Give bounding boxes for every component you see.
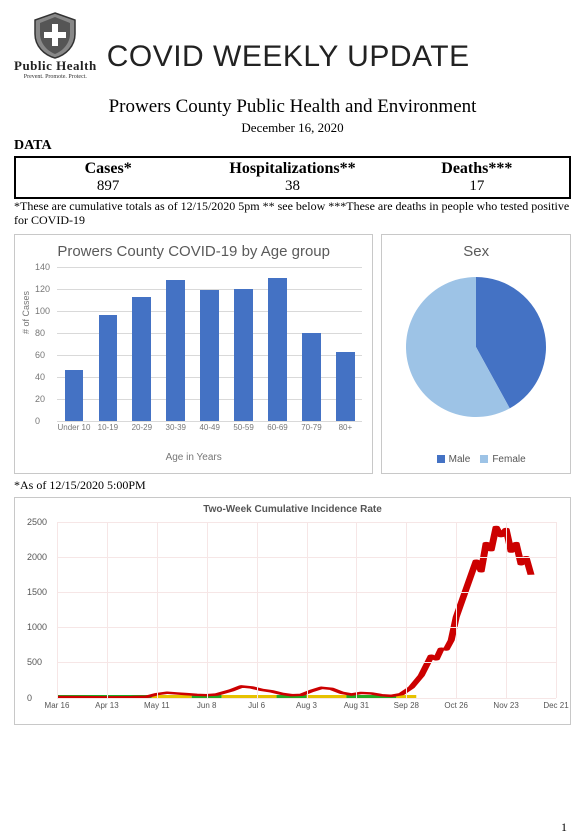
bar-ytick-label: 20: [35, 394, 45, 404]
bar-xtick-label: 60-69: [261, 424, 295, 432]
line-gridline-v: [406, 522, 407, 698]
line-xtick-label: May 11: [144, 701, 170, 710]
bar: [302, 333, 321, 421]
line-gridline-v: [556, 522, 557, 698]
bar-xtick-label: 20-29: [125, 424, 159, 432]
charts-row: Prowers County COVID-19 by Age group # o…: [14, 234, 571, 474]
line-ytick-label: 500: [27, 657, 42, 667]
bar-xtick-label: 70-79: [294, 424, 328, 432]
bar: [99, 315, 118, 421]
bar: [234, 289, 253, 421]
line-gridline-v: [257, 522, 258, 698]
bar: [268, 278, 287, 421]
bar-gridline: [57, 267, 362, 268]
metric-deaths: Deaths*** 17: [385, 158, 569, 197]
line-ytick-label: 1000: [27, 622, 47, 632]
line-gridline-v: [456, 522, 457, 698]
bar: [200, 290, 219, 421]
asof-text: *As of 12/15/2020 5:00PM: [14, 478, 571, 493]
metric-deaths-label: Deaths***: [385, 160, 569, 178]
line-xtick-label: Apr 13: [95, 701, 119, 710]
bar-chart-y-axis-title: # of Cases: [21, 291, 31, 334]
line-gridline-v: [506, 522, 507, 698]
line-gridline-v: [356, 522, 357, 698]
line-gridline-v: [107, 522, 108, 698]
legend-swatch: [480, 455, 488, 463]
line-ytick-label: 0: [27, 693, 32, 703]
bar: [65, 370, 84, 421]
pie-chart: Sex Male Female: [381, 234, 571, 474]
pie-svg: [401, 272, 551, 422]
bar-ytick-label: 140: [35, 262, 50, 272]
bar-chart-title: Prowers County COVID-19 by Age group: [15, 243, 372, 260]
bar-ytick-label: 100: [35, 306, 50, 316]
pie-legend: Male Female: [382, 454, 570, 465]
report-date: December 16, 2020: [14, 120, 571, 136]
metric-hosp: Hospitalizations** 38: [200, 158, 384, 197]
logo-text-main: Public Health: [14, 58, 97, 74]
metric-hosp-value: 38: [200, 178, 384, 195]
bar-xtick-label: 10-19: [91, 424, 125, 432]
metrics-footnote: *These are cumulative totals as of 12/15…: [14, 200, 571, 228]
shield-icon: [30, 10, 80, 60]
main-title: COVID WEEKLY UPDATE: [107, 40, 470, 74]
line-ytick-label: 2000: [27, 552, 47, 562]
legend-swatch: [437, 455, 445, 463]
metric-cases-value: 897: [16, 178, 200, 195]
bar-ytick-label: 0: [35, 416, 40, 426]
line-xtick-label: Jun 8: [197, 701, 217, 710]
line-ytick-label: 2500: [27, 517, 47, 527]
logo-block: Public Health Prevent. Promote. Protect.: [14, 10, 97, 80]
bar: [132, 297, 151, 420]
line-xtick-label: Dec 21: [543, 701, 568, 710]
line-xtick-label: Oct 26: [444, 701, 468, 710]
bar-xtick-label: 80+: [328, 424, 362, 432]
line-xtick-label: Jul 6: [248, 701, 265, 710]
bar-xtick-label: 50-59: [227, 424, 261, 432]
metric-cases: Cases* 897: [16, 158, 200, 197]
metric-deaths-value: 17: [385, 178, 569, 195]
line-xtick-label: Sep 28: [394, 701, 419, 710]
metric-cases-label: Cases*: [16, 160, 200, 178]
metric-hosp-label: Hospitalizations**: [200, 160, 384, 178]
line-gridline-v: [307, 522, 308, 698]
metrics-table: Cases* 897 Hospitalizations** 38 Deaths*…: [14, 156, 571, 199]
bar-xtick-label: 40-49: [193, 424, 227, 432]
line-ytick-label: 1500: [27, 587, 47, 597]
line-plot-area: 05001000150020002500Mar 16Apr 13May 11Ju…: [57, 522, 556, 698]
line-gridline-v: [57, 522, 58, 698]
data-section-label: DATA: [14, 138, 571, 154]
bar: [166, 280, 185, 421]
line-chart: Two-Week Cumulative Incidence Rate 05001…: [14, 497, 571, 725]
header: Public Health Prevent. Promote. Protect.…: [14, 10, 571, 80]
line-xtick-label: Mar 16: [45, 701, 70, 710]
line-xtick-label: Aug 3: [296, 701, 317, 710]
bar-ytick-label: 120: [35, 284, 50, 294]
pie-chart-title: Sex: [382, 243, 570, 260]
line-red-series: [57, 527, 531, 697]
bar-ytick-label: 60: [35, 350, 45, 360]
line-gridline-v: [207, 522, 208, 698]
line-gridline-v: [157, 522, 158, 698]
legend-label: Female: [492, 454, 525, 465]
bar-chart-x-axis-title: Age in Years: [15, 452, 372, 463]
line-xtick-label: Aug 31: [344, 701, 369, 710]
legend-label: Male: [449, 454, 471, 465]
line-chart-title: Two-Week Cumulative Incidence Rate: [15, 504, 570, 515]
page-number: 1: [561, 820, 567, 835]
bar-chart: Prowers County COVID-19 by Age group # o…: [14, 234, 373, 474]
bar-ytick-label: 40: [35, 372, 45, 382]
logo-text-sub: Prevent. Promote. Protect.: [24, 74, 87, 80]
bar-xtick-label: Under 10: [57, 424, 91, 432]
bar-xtick-label: 30-39: [159, 424, 193, 432]
bar-gridline: [57, 421, 362, 422]
pie-svg-wrap: [382, 272, 570, 422]
subtitle: Prowers County Public Health and Environ…: [14, 96, 571, 118]
bar: [336, 352, 355, 420]
line-gridline-h: [57, 698, 556, 699]
bar-plot-area: 020406080100120140Under 1010-1920-2930-3…: [57, 267, 362, 421]
line-xtick-label: Nov 23: [493, 701, 518, 710]
bar-ytick-label: 80: [35, 328, 45, 338]
